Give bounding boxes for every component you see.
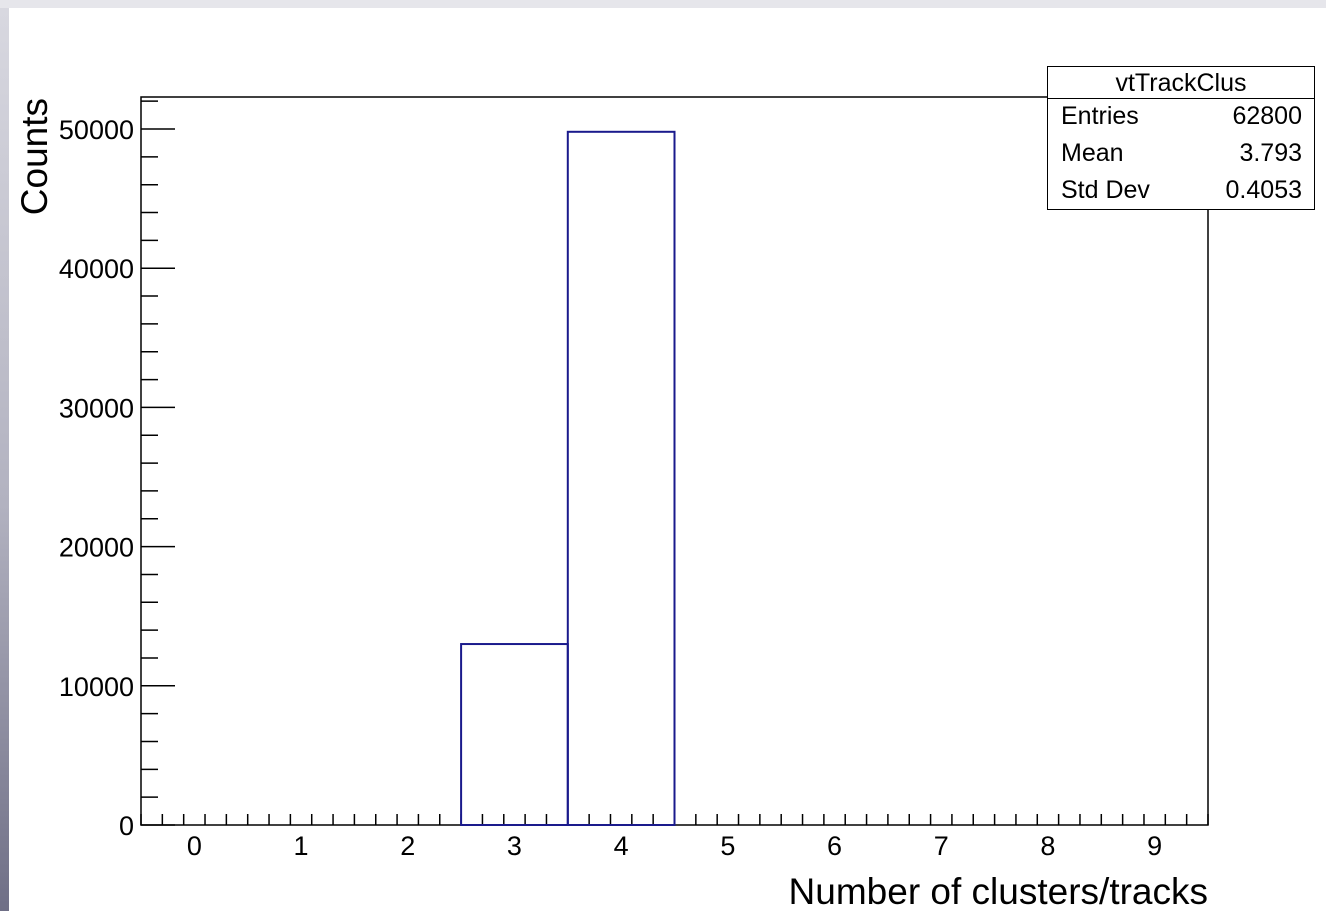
stats-box: vtTrackClus Entries 62800 Mean 3.793 Std…	[1047, 66, 1315, 210]
x-tick-label: 2	[400, 831, 415, 861]
window-top-edge	[0, 0, 1326, 8]
x-axis-title: Number of clusters/tracks	[789, 871, 1208, 911]
histogram-bars	[460, 130, 676, 827]
x-tick-label: 0	[187, 831, 202, 861]
stats-row-std-dev: Std Dev 0.4053	[1048, 172, 1314, 209]
histogram-bin	[460, 643, 569, 827]
stats-label: Mean	[1061, 139, 1124, 167]
y-tick-label: 50000	[59, 115, 134, 145]
tick-labels: 0 1 2 3 4 5 6 7 8 9 0 10000 20000 30000 40000 50000	[59, 115, 1162, 861]
y-tick-label: 40000	[59, 254, 134, 284]
window-left-edge	[0, 8, 9, 911]
stats-value: 62800	[1232, 102, 1302, 130]
x-tick-label: 3	[507, 831, 522, 861]
x-tick-label: 1	[294, 831, 309, 861]
x-tick-label: 6	[827, 831, 842, 861]
x-tick-label: 9	[1147, 831, 1162, 861]
y-tick-label: 20000	[59, 533, 134, 563]
y-axis-title: Counts	[14, 98, 55, 215]
histogram-bin	[566, 130, 676, 826]
stats-value: 0.4053	[1225, 176, 1302, 204]
stats-title: vtTrackClus	[1048, 67, 1314, 99]
x-tick-label: 8	[1040, 831, 1055, 861]
y-tick-label: 30000	[59, 393, 134, 423]
stats-value: 3.793	[1239, 139, 1302, 167]
y-tick-label: 0	[119, 811, 134, 841]
x-tick-label: 4	[614, 831, 629, 861]
stats-row-mean: Mean 3.793	[1048, 135, 1314, 172]
y-tick-label: 10000	[59, 672, 134, 702]
x-tick-label: 7	[934, 831, 949, 861]
stats-label: Std Dev	[1061, 176, 1150, 204]
stats-row-entries: Entries 62800	[1048, 98, 1314, 135]
stats-label: Entries	[1061, 102, 1139, 130]
x-tick-label: 5	[720, 831, 735, 861]
